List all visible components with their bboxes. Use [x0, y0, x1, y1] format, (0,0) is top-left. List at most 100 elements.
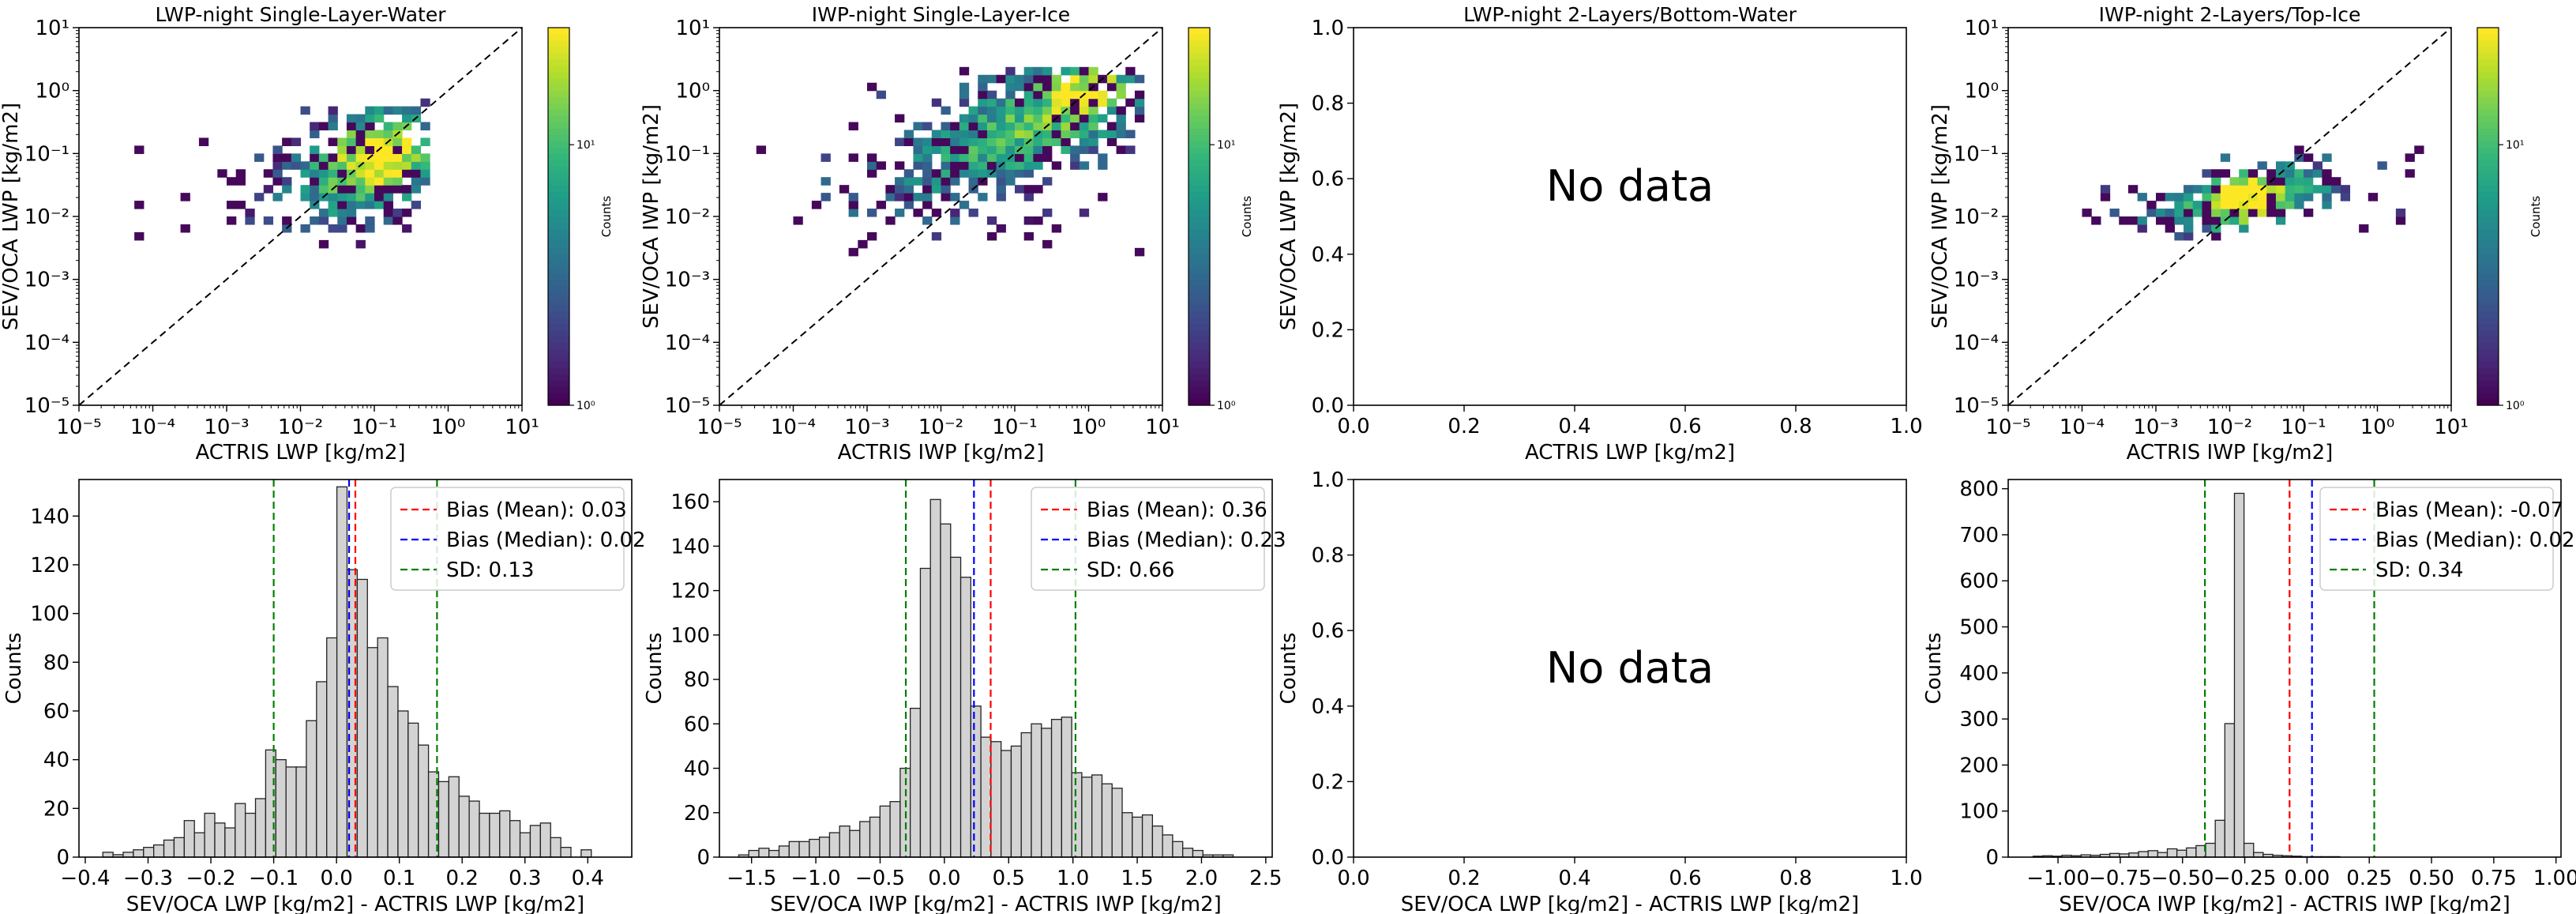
heatmap-cell	[383, 130, 393, 139]
colorbar-segment	[1188, 342, 1210, 349]
heatmap-cell	[986, 130, 997, 139]
heatmap-cell	[2220, 185, 2231, 194]
heatmap-cell	[1079, 82, 1090, 92]
heatmap-cell	[1070, 130, 1080, 139]
heatmap-cell	[346, 185, 357, 194]
heatmap-cell	[1079, 106, 1090, 115]
colorbar-segment	[2477, 367, 2499, 374]
heatmap-cell	[346, 193, 357, 201]
heatmap-cell	[903, 193, 914, 201]
colorbar-segment	[2477, 128, 2499, 136]
heatmap-cell	[996, 153, 1006, 162]
heatmap-cell	[848, 201, 858, 209]
heatmap-cell	[931, 130, 942, 139]
histogram-bar	[397, 710, 409, 858]
heatmap-cell	[355, 193, 366, 201]
heatmap-cell	[420, 161, 430, 170]
heatmap-cell	[2229, 185, 2240, 194]
heatmap-cell	[374, 106, 385, 115]
heatmap-cell	[895, 161, 905, 170]
heatmap-cell	[365, 106, 375, 115]
colorbar-segment	[548, 367, 569, 374]
heatmap-cell	[913, 145, 923, 154]
x-tick-label: 0.0	[1337, 415, 1369, 438]
colorbar-segment	[1188, 197, 1210, 205]
heatmap-cell	[318, 239, 329, 249]
heatmap-cell	[1005, 161, 1016, 170]
heatmap-cell	[820, 153, 831, 162]
heatmap-cell	[180, 224, 190, 233]
heatmap-cell	[1070, 82, 1080, 92]
heatmap-cell	[2294, 145, 2304, 154]
histogram-bar	[778, 845, 790, 858]
histogram-bar	[2214, 819, 2225, 858]
heatmap-cell	[2229, 216, 2240, 225]
colorbar-segment	[2477, 210, 2499, 217]
heatmap-cell	[420, 122, 430, 131]
heatmap-cell	[374, 177, 385, 186]
heatmap-cell	[950, 130, 960, 139]
heatmap-cell	[365, 169, 375, 178]
heatmap-cell	[2340, 193, 2351, 201]
heatmap-cell	[2239, 193, 2249, 201]
heatmap-cell	[968, 106, 978, 115]
colorbar-tick-label: 10⁰	[1217, 400, 1236, 412]
colorbar-segment	[548, 235, 569, 243]
colorbar-segment	[2477, 266, 2499, 274]
heatmap-cell	[291, 137, 302, 146]
colorbar-segment	[1188, 399, 1210, 406]
heatmap-cell	[1051, 130, 1062, 139]
colorbar-segment	[548, 254, 569, 261]
legend-box	[1031, 487, 1265, 591]
heatmap-cell	[820, 177, 831, 186]
heatmap-cell	[1070, 114, 1080, 123]
histogram-bar	[1101, 783, 1113, 858]
histogram-bar	[183, 820, 195, 858]
colorbar-segment	[548, 153, 569, 160]
colorbar-segment	[548, 28, 569, 35]
colorbar-segment	[548, 266, 569, 274]
heatmap-cell	[968, 145, 978, 154]
heatmap-cell	[282, 137, 292, 146]
heatmap-cell	[1033, 98, 1043, 107]
colorbar-segment	[1188, 28, 1210, 35]
heatmap-cell	[1015, 185, 1025, 194]
heatmap-cell	[950, 193, 960, 201]
heatmap-cell	[839, 185, 850, 194]
colorbar-segment	[2477, 361, 2499, 368]
x-tick-label: 1.00	[2533, 867, 2576, 890]
heatmap-cell	[1088, 130, 1098, 139]
heatmap-cell	[346, 161, 357, 170]
colorbar-segment	[548, 103, 569, 111]
heatmap-cell	[318, 122, 329, 131]
heatmap-cell	[346, 145, 357, 154]
histogram-bar	[133, 849, 145, 858]
heatmap-cell	[950, 122, 960, 131]
histogram-bar	[849, 829, 861, 858]
heatmap-cell	[2294, 193, 2304, 201]
heatmap-cell	[300, 106, 310, 115]
colorbar-segment	[1188, 166, 1210, 173]
heatmap-cell	[986, 106, 997, 115]
heatmap-cell	[978, 161, 988, 170]
heatmap-cell	[235, 201, 246, 209]
heatmap-cell	[941, 185, 951, 194]
x-tick-label: 10⁻¹	[992, 416, 1037, 439]
y-axis-label: Counts	[1922, 633, 1946, 705]
histogram-bar	[1041, 728, 1053, 858]
colorbar-segment	[548, 279, 569, 287]
legend-entry: Bias (Median): 0.02	[2375, 528, 2575, 552]
heatmap-cell	[328, 137, 338, 146]
heatmap-cell	[1070, 66, 1080, 76]
heatmap-cell	[2275, 201, 2286, 209]
histogram-bar	[859, 821, 871, 858]
heatmap-cell	[996, 145, 1006, 154]
heatmap-cell	[402, 106, 412, 115]
colorbar-segment	[548, 380, 569, 387]
histogram-bar	[990, 741, 1002, 858]
colorbar-segment	[548, 247, 569, 255]
colorbar-segment	[1188, 33, 1210, 41]
heatmap-cell	[1015, 74, 1025, 84]
heatmap-cell	[282, 185, 292, 194]
heatmap-cell	[355, 130, 366, 139]
